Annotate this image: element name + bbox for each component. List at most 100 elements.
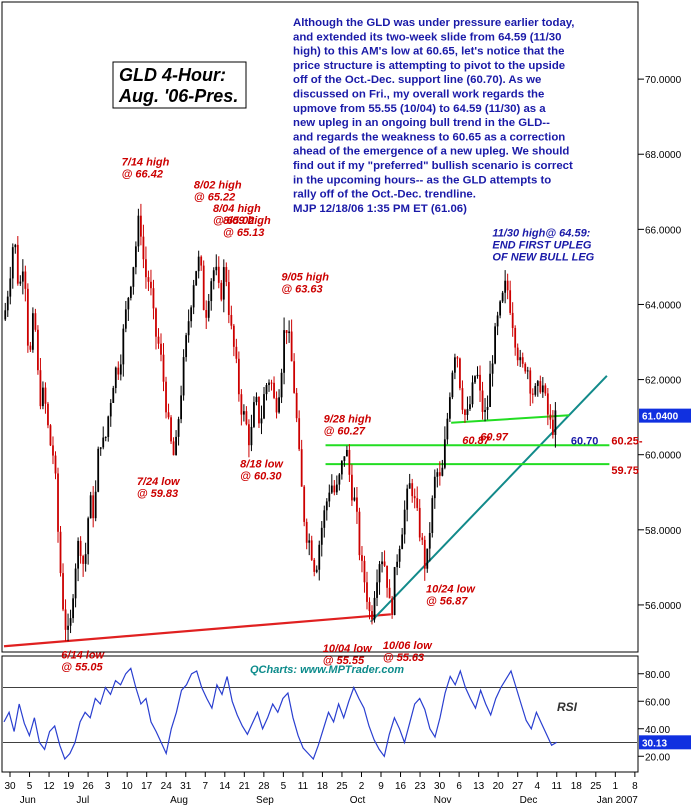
time-tick-label: 31 xyxy=(180,781,192,792)
time-tick-label: 14 xyxy=(219,781,231,792)
price-candle-body xyxy=(308,540,311,543)
price-annotation: @ 56.87 xyxy=(426,595,468,607)
price-candle-body xyxy=(398,548,401,562)
price-candle-body xyxy=(24,271,27,289)
price-candle-body xyxy=(476,374,479,377)
price-candle-body xyxy=(521,357,524,364)
price-candle-body xyxy=(182,357,185,396)
rsi-label: RSI xyxy=(557,700,578,714)
price-candle-body xyxy=(157,336,160,344)
price-candle-body xyxy=(298,418,301,450)
price-candle-body xyxy=(230,314,233,326)
price-candle-body xyxy=(207,301,210,318)
price-candle-body xyxy=(448,397,451,419)
price-candle-body xyxy=(187,321,190,336)
time-tick-label: 9 xyxy=(378,781,384,792)
price-candle-body xyxy=(145,259,147,278)
month-label: Sep xyxy=(256,795,274,806)
month-label: Oct xyxy=(350,795,366,806)
price-candle-body xyxy=(99,447,102,449)
time-tick-label: 5 xyxy=(27,781,33,792)
price-annotation: END FIRST UPLEG xyxy=(492,239,591,251)
price-tick-label: 66.0000 xyxy=(645,225,682,236)
price-candle-body xyxy=(160,343,162,355)
price-candle-body xyxy=(268,382,270,386)
price-candle-body xyxy=(142,236,145,260)
price-candle-body xyxy=(82,555,85,564)
price-candle-body xyxy=(124,309,127,329)
price-candle-body xyxy=(484,409,486,412)
price-candle-body xyxy=(539,381,542,393)
price-candle-body xyxy=(531,393,534,395)
price-candle-body xyxy=(426,548,429,569)
price-candle-body xyxy=(69,618,72,626)
price-candle-body xyxy=(401,534,404,549)
price-candle-body xyxy=(481,390,484,412)
price-candle-body xyxy=(245,411,248,425)
price-candle-body xyxy=(406,488,409,510)
price-candle-body xyxy=(134,246,137,268)
price-candle-body xyxy=(303,486,306,522)
price-candle-body xyxy=(195,271,198,286)
oct-dec-trendline xyxy=(370,375,608,623)
time-tick-label: 1 xyxy=(613,781,619,792)
price-annotation: 10/06 low xyxy=(383,640,433,652)
commentary-line: ahead of the emergence of a new upleg. W… xyxy=(293,146,569,158)
price-annotation: 7/24 low xyxy=(137,476,181,488)
price-annotation: 9/05 high xyxy=(281,271,329,283)
time-tick-label: 25 xyxy=(590,781,602,792)
price-candle-body xyxy=(461,388,464,410)
price-candle-body xyxy=(107,416,110,437)
price-candle-body xyxy=(37,329,39,371)
price-candle-body xyxy=(378,564,381,583)
price-candle-body xyxy=(363,560,366,583)
price-candle-body xyxy=(421,537,424,540)
price-candle-body xyxy=(97,448,100,492)
price-annotation: @ 60.27 xyxy=(324,426,366,438)
price-candle-body xyxy=(335,484,338,493)
rsi-tick-label: 80.00 xyxy=(645,670,670,681)
price-candle-body xyxy=(486,406,489,410)
price-candle-body xyxy=(416,498,419,508)
price-candle-body xyxy=(114,367,117,389)
price-candle-body xyxy=(381,561,383,565)
price-candle-body xyxy=(14,244,17,248)
price-candle-body xyxy=(325,501,328,511)
time-tick-label: 3 xyxy=(105,781,111,792)
price-candle-body xyxy=(117,367,120,375)
price-candle-body xyxy=(356,497,358,512)
time-tick-label: 7 xyxy=(202,781,208,792)
price-candle-body xyxy=(288,331,291,334)
price-candle-body xyxy=(443,439,446,468)
price-candle-body xyxy=(408,483,411,489)
price-candle-body xyxy=(285,330,288,334)
price-candle-body xyxy=(330,485,333,493)
price-candle-body xyxy=(516,347,519,361)
price-candle-body xyxy=(328,492,331,502)
commentary-line: rally off of the Oct.-Dec. trendline. xyxy=(293,189,476,201)
price-annotation: @ 65.02 xyxy=(213,215,254,227)
time-tick-label: 24 xyxy=(161,781,173,792)
price-candle-body xyxy=(293,361,296,393)
price-candle-body xyxy=(519,357,522,361)
month-label: Jul xyxy=(76,795,89,806)
price-candle-body xyxy=(137,215,140,247)
rsi-axis: 80.00 60.00 40.00 20.00 30.13 xyxy=(3,670,691,763)
price-candle-body xyxy=(290,331,293,362)
price-candle-body xyxy=(225,267,228,282)
price-candle-body xyxy=(464,409,466,415)
price-annotation: 60.97 xyxy=(480,431,508,443)
price-candle-body xyxy=(132,267,135,287)
time-tick-label: 26 xyxy=(83,781,95,792)
price-candle-body xyxy=(469,404,471,410)
price-candle-body xyxy=(479,374,481,391)
price-candle-body xyxy=(119,364,122,375)
price-candle-body xyxy=(92,495,95,519)
commentary-line: in the upcoming hours-- as the GLD attem… xyxy=(293,174,551,186)
month-label: Dec xyxy=(520,795,538,806)
price-candle-body xyxy=(202,265,205,310)
price-candle-body xyxy=(474,376,476,383)
price-candle-body xyxy=(386,565,388,588)
commentary-line: Although the GLD was under pressure earl… xyxy=(293,17,574,29)
price-candle-body xyxy=(190,307,193,322)
